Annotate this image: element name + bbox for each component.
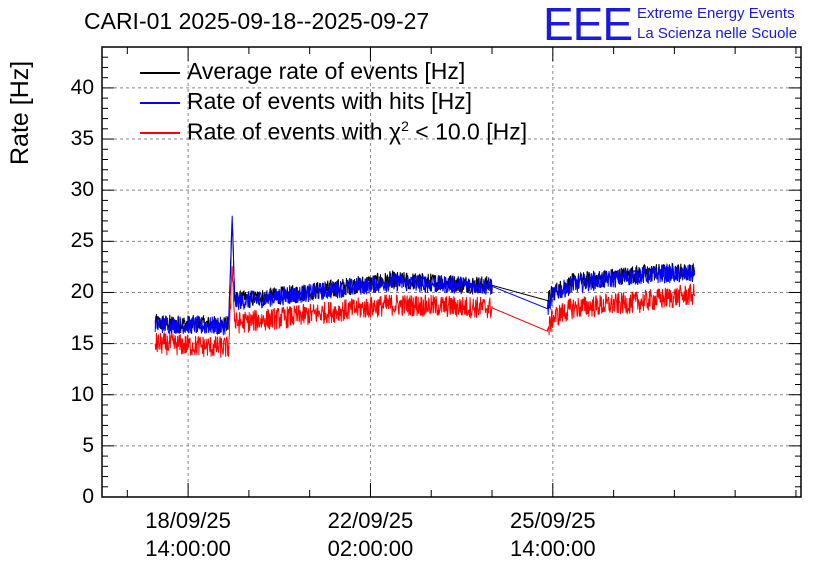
- x-tick-date: 18/09/25: [145, 508, 231, 533]
- x-tick-date: 25/09/25: [509, 508, 596, 533]
- series-line-2: [154, 266, 695, 358]
- y-tick-label: 40: [70, 75, 94, 99]
- series-line-1: [154, 215, 695, 336]
- y-tick-label: 30: [70, 178, 94, 202]
- legend-label-chi2: Rate of events with χ2 < 10.0 [Hz]: [187, 118, 527, 146]
- x-tick-label: 22/09/25 02:00:00: [300, 507, 440, 563]
- chart-title: CARI-01 2025-09-18--2025-09-27: [84, 8, 430, 34]
- logo-line-1: Extreme Energy Events: [637, 5, 795, 22]
- y-tick-label: 15: [70, 331, 94, 355]
- x-tick-time: 14:00:00: [509, 536, 596, 561]
- legend-label-hits: Rate of events with hits [Hz]: [187, 88, 473, 114]
- chi2-suffix: < 10.0 [Hz]: [408, 118, 528, 145]
- y-tick-label: 10: [70, 382, 94, 406]
- x-tick-time: 02:00:00: [327, 536, 414, 561]
- y-tick-label: 5: [82, 433, 94, 457]
- y-tick-label: 20: [70, 280, 94, 304]
- legend-swatch-chi2: [140, 132, 180, 134]
- y-tick-label: 35: [70, 127, 94, 151]
- chi-exponent: 2: [401, 118, 409, 134]
- y-axis-label: Rate [Hz]: [6, 60, 34, 165]
- legend-swatch-average: [140, 72, 180, 74]
- logo-caption: Extreme Energy Events La Scienza nelle S…: [637, 4, 797, 44]
- x-tick-date: 22/09/25: [327, 508, 414, 533]
- eee-logo: EEE: [543, 0, 633, 50]
- legend-label-average: Average rate of events [Hz]: [187, 58, 466, 84]
- y-tick-label: 0: [82, 485, 94, 508]
- legend-swatch-hits: [140, 102, 180, 104]
- x-tick-label: 25/09/25 14:00:00: [483, 507, 623, 563]
- logo-line-2: La Scienza nelle Scuole: [637, 25, 798, 42]
- x-tick-label: 18/09/25 14:00:00: [118, 507, 258, 563]
- x-tick-time: 14:00:00: [145, 536, 231, 561]
- y-tick-label: 25: [70, 229, 94, 253]
- chi2-prefix: Rate of events with: [187, 118, 389, 145]
- chi-symbol: χ: [389, 118, 402, 145]
